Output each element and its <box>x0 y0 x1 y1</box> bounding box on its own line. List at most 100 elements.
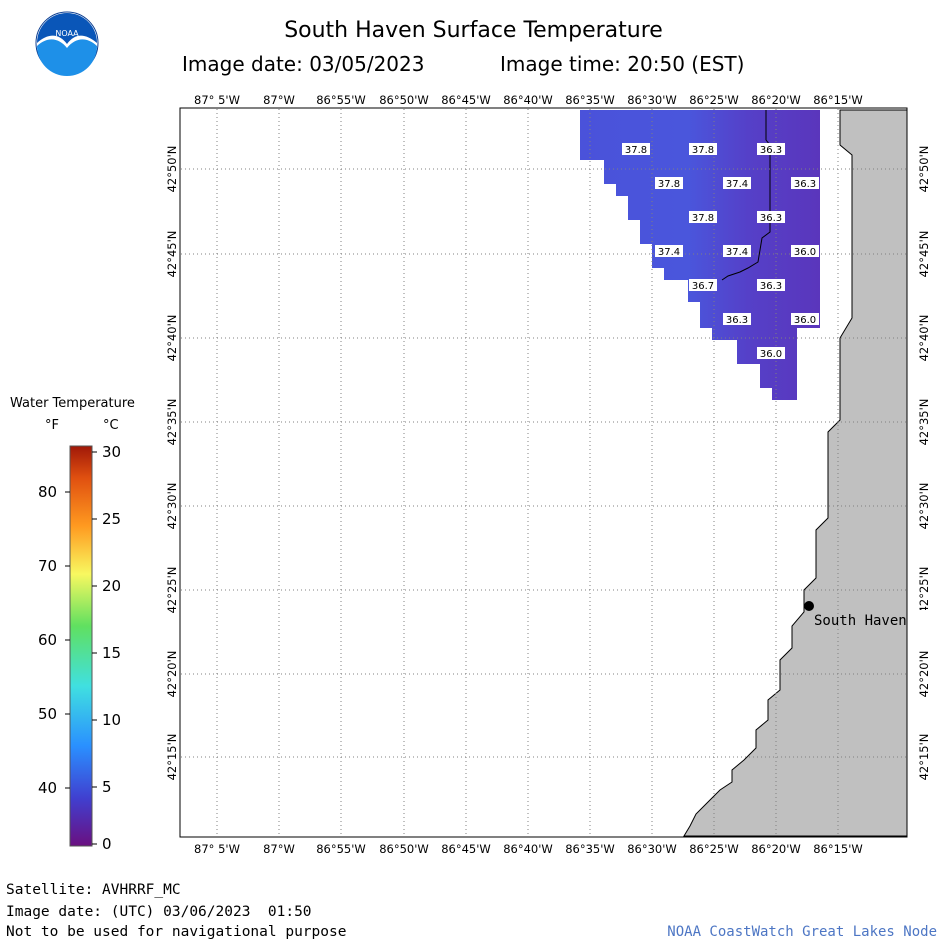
temperature-value: 36.0 <box>791 245 819 258</box>
svg-text:36.0: 36.0 <box>794 315 816 326</box>
latitude-label: 42°25'N <box>165 567 179 614</box>
coastline-water-line <box>721 110 771 281</box>
longitude-label: 86°20'W <box>751 93 801 107</box>
temperature-colorbar <box>69 445 93 847</box>
longitude-label: 86°40'W <box>503 842 553 856</box>
temperature-value: 36.3 <box>757 279 785 292</box>
temperature-value: 37.8 <box>689 143 717 156</box>
longitude-labels-top: 87° 5'W 87°W 86°55'W 86°50'W 86°45'W 86°40'W 8… <box>194 93 863 107</box>
latitude-label: 42°20'N <box>917 651 931 698</box>
fahrenheit-tick-label: 50 <box>38 705 58 723</box>
longitude-label: 86°40'W <box>503 93 553 107</box>
svg-text:36.3: 36.3 <box>794 179 816 190</box>
fahrenheit-tick-label: 60 <box>38 631 58 649</box>
longitude-label: 86°55'W <box>316 93 366 107</box>
satellite-label: Satellite: AVHRRF_MC <box>6 882 181 898</box>
latitude-labels-left: 42°50'N 42°45'N 42°40'N 42°35'N 42°30'N 42°25… <box>165 146 179 781</box>
temperature-value: 37.8 <box>655 177 683 190</box>
celsius-tick-label: 30 <box>102 443 122 461</box>
svg-text:36.3: 36.3 <box>760 145 782 156</box>
temperature-value: 36.3 <box>791 177 819 190</box>
longitude-label: 87° 5'W <box>194 93 240 107</box>
longitude-label: 86°35'W <box>565 842 615 856</box>
longitude-label: 86°30'W <box>627 93 677 107</box>
svg-text:37.8: 37.8 <box>692 213 714 224</box>
temperature-value: 37.8 <box>689 211 717 224</box>
temperature-value: 36.0 <box>791 313 819 326</box>
south-haven-label: South Haven <box>814 613 907 629</box>
temperature-value: 36.3 <box>757 211 785 224</box>
svg-text:37.8: 37.8 <box>692 145 714 156</box>
colorbar-ticks <box>65 451 97 845</box>
latitude-label: 42°15'N <box>165 734 179 781</box>
noaa-logo: NOAA <box>35 11 99 76</box>
svg-text:37.4: 37.4 <box>726 247 748 258</box>
image-date-label: Image date: 03/05/2023 <box>182 52 425 76</box>
map-title: South Haven Surface Temperature <box>284 18 663 43</box>
fahrenheit-tick-label: 80 <box>38 483 58 501</box>
water-temperature-area <box>580 110 820 400</box>
latitude-label: 42°45'N <box>165 231 179 278</box>
svg-text:36.3: 36.3 <box>760 281 782 292</box>
image-time-label: Image time: 20:50 (EST) <box>500 52 745 76</box>
svg-text:36.0: 36.0 <box>794 247 816 258</box>
celsius-tick-label: 25 <box>102 510 122 528</box>
noaa-logo-text: NOAA <box>55 29 79 38</box>
latitude-label: 42°50'N <box>917 146 931 193</box>
svg-text:36.0: 36.0 <box>760 349 782 360</box>
disclaimer: Not to be used for navigational purpose <box>6 924 347 940</box>
latitude-label: 42°15'N <box>917 734 931 781</box>
celsius-tick-label: 5 <box>102 778 112 796</box>
fahrenheit-tick-label: 70 <box>38 557 58 575</box>
longitude-label: 86°45'W <box>441 93 491 107</box>
latitude-label: 42°20'N <box>165 651 179 698</box>
latitude-label: 42°30'N <box>165 483 179 530</box>
latitude-label: 42°50'N <box>165 146 179 193</box>
longitude-label: 86°20'W <box>751 842 801 856</box>
legend-title: Water Temperature <box>10 396 135 411</box>
svg-text:36.3: 36.3 <box>726 315 748 326</box>
longitude-label: 86°25'W <box>689 93 739 107</box>
longitude-label: 86°45'W <box>441 842 491 856</box>
celsius-tick-label: 15 <box>102 644 122 662</box>
temperature-value: 36.3 <box>757 143 785 156</box>
latitude-label: 42°25'N <box>917 567 931 614</box>
temperature-value: 37.4 <box>723 177 751 190</box>
longitude-label: 86°15'W <box>813 93 863 107</box>
graticule <box>181 109 906 836</box>
latitude-label: 42°40'N <box>165 315 179 362</box>
celsius-tick-label: 0 <box>102 835 112 853</box>
longitude-label: 86°25'W <box>689 842 739 856</box>
svg-text:37.4: 37.4 <box>726 179 748 190</box>
fahrenheit-tick-label: 40 <box>38 779 58 797</box>
land-area <box>683 109 908 837</box>
longitude-labels-bottom: 87° 5'W 87°W 86°55'W 86°50'W 86°45'W 86°40'W 8… <box>194 842 863 856</box>
coastwatch-credit-link[interactable]: NOAA CoastWatch Great Lakes Node <box>667 924 937 940</box>
latitude-labels-right: 42°50'N 42°45'N 42°40'N 42°35'N 42°30'N 42°25… <box>917 146 931 781</box>
temperature-value: 37.8 <box>622 143 650 156</box>
temperature-value: 36.0 <box>757 347 785 360</box>
longitude-label: 86°30'W <box>627 842 677 856</box>
latitude-label: 42°35'N <box>165 399 179 446</box>
latitude-label: 42°45'N <box>917 231 931 278</box>
svg-text:36.7: 36.7 <box>692 281 714 292</box>
longitude-label: 86°35'W <box>565 93 615 107</box>
utc-image-date: Image date: (UTC) 03/06/2023 01:50 <box>6 904 312 920</box>
longitude-label: 87°W <box>263 93 295 107</box>
latitude-label: 42°35'N <box>917 399 931 446</box>
temperature-value: 37.4 <box>723 245 751 258</box>
svg-text:37.8: 37.8 <box>658 179 680 190</box>
svg-text:36.3: 36.3 <box>760 213 782 224</box>
longitude-label: 86°55'W <box>316 842 366 856</box>
svg-text:37.4: 37.4 <box>658 247 680 258</box>
temperature-value: 36.7 <box>689 279 717 292</box>
longitude-label: 86°15'W <box>813 842 863 856</box>
longitude-label: 86°50'W <box>379 93 429 107</box>
longitude-label: 87°W <box>263 842 295 856</box>
latitude-label: 42°30'N <box>917 483 931 530</box>
south-haven-marker[interactable] <box>804 601 814 611</box>
svg-text:37.8: 37.8 <box>625 145 647 156</box>
legend-unit-c: °C <box>103 418 119 433</box>
legend-unit-f: °F <box>45 418 59 433</box>
